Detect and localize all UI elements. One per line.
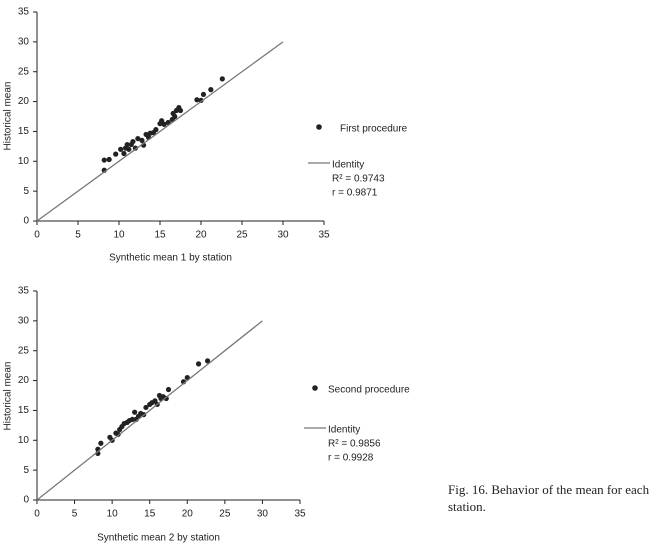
annotation: r = 0.9928 bbox=[328, 453, 374, 464]
x-tick-label: 5 bbox=[72, 509, 78, 520]
x-axis-title: Synthetic mean 1 by station bbox=[109, 253, 232, 264]
y-tick-label: 30 bbox=[18, 36, 30, 47]
x-tick-label: 10 bbox=[113, 230, 125, 241]
x-axis-title: Synthetic mean 2 by station bbox=[97, 533, 220, 544]
data-point bbox=[161, 121, 167, 127]
data-point bbox=[194, 97, 200, 103]
data-point bbox=[106, 156, 112, 163]
x-tick-label: 25 bbox=[219, 509, 231, 520]
data-point bbox=[135, 135, 141, 142]
data-point bbox=[198, 97, 204, 103]
x-tick-label: 25 bbox=[236, 230, 248, 241]
data-point bbox=[130, 138, 136, 145]
data-point bbox=[200, 91, 207, 98]
data-point bbox=[163, 395, 169, 402]
data-point bbox=[132, 145, 138, 151]
x-tick-label: 0 bbox=[34, 509, 40, 520]
y-tick-label: 5 bbox=[23, 465, 29, 476]
y-tick-label: 35 bbox=[18, 7, 30, 18]
y-axis-title: Historical mean bbox=[3, 82, 14, 151]
legend-marker bbox=[312, 385, 318, 391]
data-point bbox=[139, 137, 145, 143]
y-tick-label: 10 bbox=[18, 435, 30, 446]
data-point bbox=[195, 361, 202, 367]
data-point bbox=[165, 386, 172, 393]
data-point bbox=[113, 151, 119, 157]
x-tick-label: 35 bbox=[318, 230, 330, 241]
y-tick-label: 25 bbox=[18, 345, 30, 356]
y-tick-label: 0 bbox=[23, 216, 29, 227]
data-point bbox=[208, 87, 214, 93]
identity-line bbox=[36, 320, 263, 501]
y-tick-label: 5 bbox=[23, 186, 29, 197]
legend-label: Identity bbox=[332, 160, 364, 171]
y-tick-label: 35 bbox=[18, 286, 30, 297]
x-tick-label: 0 bbox=[34, 230, 40, 241]
x-tick-label: 20 bbox=[195, 230, 207, 241]
x-tick-label: 15 bbox=[144, 509, 156, 520]
data-point bbox=[121, 150, 127, 157]
y-tick-label: 20 bbox=[18, 96, 30, 107]
annotation: R² = 0.9856 bbox=[328, 439, 381, 450]
x-tick-label: 35 bbox=[294, 509, 306, 520]
annotation: R² = 0.9743 bbox=[332, 174, 385, 185]
identity-line bbox=[36, 41, 284, 222]
x-tick-label: 30 bbox=[257, 509, 269, 520]
data-point bbox=[101, 157, 107, 163]
y-tick-label: 15 bbox=[18, 405, 30, 416]
legend-label: Identity bbox=[328, 425, 360, 436]
x-tick-label: 5 bbox=[75, 230, 81, 241]
x-tick-label: 10 bbox=[107, 509, 119, 520]
y-tick-label: 25 bbox=[18, 66, 30, 77]
data-point bbox=[129, 416, 136, 422]
legend-marker bbox=[316, 124, 322, 130]
data-point bbox=[143, 404, 149, 411]
y-tick-label: 15 bbox=[18, 126, 30, 137]
legend-label: First procedure bbox=[340, 124, 408, 135]
data-point bbox=[177, 107, 184, 114]
data-point bbox=[115, 431, 121, 437]
figure-caption: Fig. 16. Behavior of the mean for each s… bbox=[448, 482, 650, 514]
data-point bbox=[126, 146, 132, 152]
data-point bbox=[124, 141, 130, 148]
y-tick-label: 20 bbox=[18, 375, 30, 386]
data-point bbox=[132, 409, 138, 415]
data-point bbox=[172, 113, 178, 120]
data-point bbox=[204, 358, 211, 364]
y-tick-label: 0 bbox=[23, 495, 29, 506]
x-tick-label: 20 bbox=[182, 509, 194, 520]
x-tick-label: 15 bbox=[154, 230, 166, 241]
y-tick-label: 10 bbox=[18, 156, 30, 167]
data-point bbox=[219, 76, 225, 82]
legend-label: Second procedure bbox=[328, 385, 410, 396]
data-point bbox=[153, 127, 159, 133]
x-tick-label: 30 bbox=[277, 230, 289, 241]
y-tick-label: 30 bbox=[18, 315, 30, 326]
y-axis-title: Historical mean bbox=[3, 362, 14, 431]
data-point bbox=[98, 440, 104, 446]
annotation: r = 0.9871 bbox=[332, 188, 378, 199]
data-point bbox=[118, 146, 124, 152]
